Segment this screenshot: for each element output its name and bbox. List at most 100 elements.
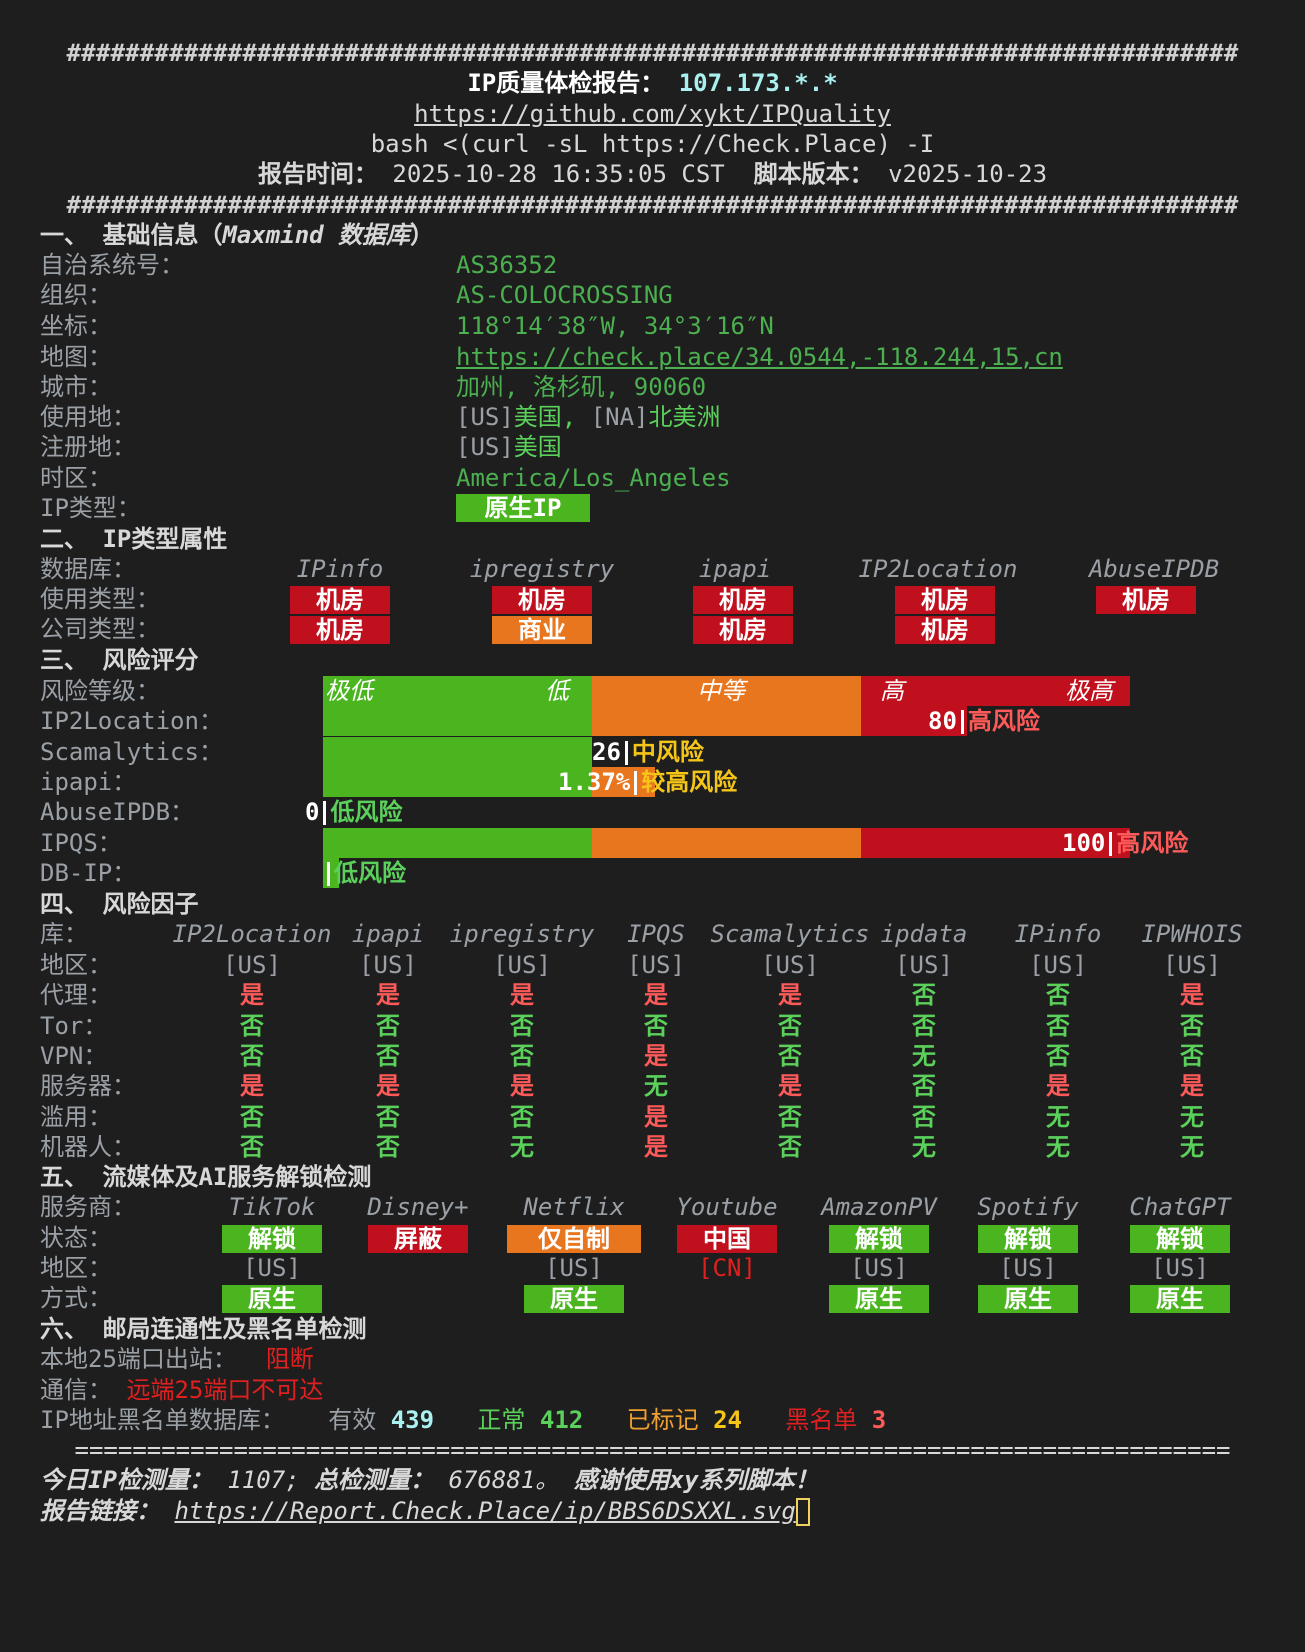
valid-label: 有效	[328, 1406, 377, 1434]
github-link[interactable]: https://github.com/xykt/IPQuality	[414, 100, 891, 128]
s4-row-label: 机器人：	[40, 1132, 136, 1161]
s4-row-label: 代理：	[40, 981, 112, 1010]
report-link[interactable]: https://Report.Check.Place/ip/BBS6DSXXL.…	[174, 1497, 796, 1525]
report-ip: 107.173.*.*	[678, 69, 838, 97]
hash-divider-bottom: ########################################…	[66, 191, 1239, 219]
total-count: 676881。	[448, 1466, 560, 1494]
s2-usage-ip2location: 机房	[895, 585, 995, 615]
s5-status-label: 状态：	[40, 1224, 112, 1252]
section-risk-factors-title: 四、 风险因子	[40, 890, 199, 918]
s5-status: 解锁	[978, 1224, 1078, 1254]
s5-provider-youtube: Youtube	[676, 1193, 778, 1221]
section-basic-info-title: 一、 基础信息（Maxmind 数据库）	[40, 221, 435, 249]
s2-company-ipinfo: 机房	[290, 615, 390, 645]
org-label: 组织：	[40, 281, 112, 309]
comm-label: 通信：	[40, 1376, 112, 1404]
s4-cell: 是	[240, 981, 264, 1010]
s4-cell: 否	[376, 1011, 400, 1040]
level-very-high: 极高	[1065, 677, 1113, 705]
s5-mode: 原生	[222, 1284, 322, 1314]
s2-company-ip2location: 机房	[895, 615, 995, 645]
s5-provider-netflix: Netflix	[523, 1193, 625, 1221]
s4-cell: [US]	[1029, 951, 1087, 979]
s4-cell: 是	[644, 1102, 668, 1131]
install-command: bash <(curl -sL https://Check.Place) -I	[370, 130, 935, 158]
s4-cell: 是	[644, 981, 668, 1010]
hash-divider-top: ########################################…	[66, 39, 1239, 67]
blacklist-count-label: 黑名单	[785, 1406, 858, 1434]
s4-cell: [US]	[627, 951, 685, 979]
level-very-low: 极低	[325, 677, 373, 705]
s2-db-ipregistry: ipregistry	[469, 555, 615, 583]
s4-db-ip2location: IP2Location	[172, 920, 332, 948]
level-low: 低	[545, 677, 569, 705]
s5-region: [US]	[545, 1254, 603, 1282]
s5-status: 仅自制	[507, 1224, 641, 1254]
risk-scamalytics-score: 26 中风险	[592, 738, 704, 766]
version-label: 脚本版本：	[753, 160, 874, 188]
today-count: 1107;	[227, 1466, 300, 1494]
s5-provider-amazonpv: AmazonPV	[821, 1193, 937, 1221]
s4-row-label: 滥用：	[40, 1102, 112, 1131]
risk-scamalytics-label: Scamalytics：	[40, 738, 223, 766]
s4-cell: 无	[510, 1132, 534, 1161]
port25-row: 本地25端口出站： 阻断	[40, 1344, 314, 1374]
s4-db-ipregistry: ipregistry	[449, 920, 595, 948]
risk-ipapi-score: 1.37% 较高风险	[558, 768, 738, 796]
risk-ip2location-score: 80 高风险	[928, 707, 1040, 735]
registry-label: 注册地：	[40, 433, 136, 461]
s2-company-label: 公司类型：	[40, 615, 160, 643]
s4-cell: 是	[1180, 1072, 1204, 1101]
today-label: 今日IP检测量：	[40, 1466, 213, 1494]
map-link[interactable]: https://check.place/34.0544,-118.244,15,…	[456, 343, 1063, 371]
asn-value: AS36352	[456, 251, 558, 279]
s4-cell: 是	[510, 1072, 534, 1101]
normal-label: 正常	[477, 1406, 526, 1434]
footer-stats: 今日IP检测量： 1107; 总检测量： 676881。 感谢使用xy系列脚本！	[40, 1465, 819, 1495]
s2-usage-ipregistry: 机房	[492, 585, 592, 615]
s5-provider-tiktok: TikTok	[228, 1193, 316, 1221]
s4-cell: 否	[644, 1011, 668, 1040]
coord-value: 118°14′38″W, 34°3′16″N	[456, 312, 774, 340]
s4-cell: 否	[778, 1132, 802, 1161]
risk-ipqs-bar-med	[592, 828, 861, 858]
s5-mode: 原生	[524, 1284, 624, 1314]
s4-cell: 否	[510, 1011, 534, 1040]
normal-count: 412	[539, 1406, 584, 1434]
s4-cell: 是	[644, 1041, 668, 1070]
report-link-row: 报告链接： https://Report.Check.Place/ip/BBS6…	[40, 1496, 810, 1526]
city-value: 加州, 洛杉矶, 90060	[456, 373, 707, 401]
s5-region: [US]	[1151, 1254, 1209, 1282]
s4-cell: 是	[1180, 981, 1204, 1010]
s4-db-scamalytics: Scamalytics	[710, 920, 870, 948]
marked-count: 24	[713, 1406, 742, 1434]
s4-cell: 否	[912, 1072, 936, 1101]
equals-divider: ========================================…	[74, 1436, 1231, 1464]
s4-cell: 是	[644, 1132, 668, 1161]
registry-value: [US]美国	[456, 433, 562, 461]
risk-ipqs-score: 100 高风险	[1062, 829, 1189, 857]
s4-cell: 是	[1046, 1072, 1070, 1101]
s5-mode: 原生	[978, 1284, 1078, 1314]
level-high: 高	[880, 677, 904, 705]
s4-cell: 否	[376, 1132, 400, 1161]
section-streaming-title: 五、 流媒体及AI服务解锁检测	[40, 1163, 372, 1191]
risk-abuseipdb-label: AbuseIPDB：	[40, 798, 195, 826]
risk-ipapi-bar-med	[592, 767, 655, 797]
s4-cell: 否	[778, 1041, 802, 1070]
s4-cell: 无	[1046, 1132, 1070, 1161]
city-label: 城市：	[40, 373, 112, 401]
s4-cell: 是	[778, 1072, 802, 1101]
s5-status: 中国	[677, 1224, 777, 1254]
ip-type-label: IP类型：	[40, 494, 141, 522]
s4-cell: 否	[778, 1011, 802, 1040]
s4-cell: 否	[240, 1132, 264, 1161]
s5-status: 解锁	[829, 1224, 929, 1254]
s5-mode: 原生	[829, 1284, 929, 1314]
s4-db-label: 库：	[40, 920, 88, 948]
ip-type-badge: 原生IP	[456, 494, 590, 522]
s4-cell: 否	[912, 1011, 936, 1040]
s4-cell: 否	[1046, 981, 1070, 1010]
s4-row-label: VPN：	[40, 1041, 108, 1070]
script-version: v2025-10-23	[888, 160, 1048, 188]
